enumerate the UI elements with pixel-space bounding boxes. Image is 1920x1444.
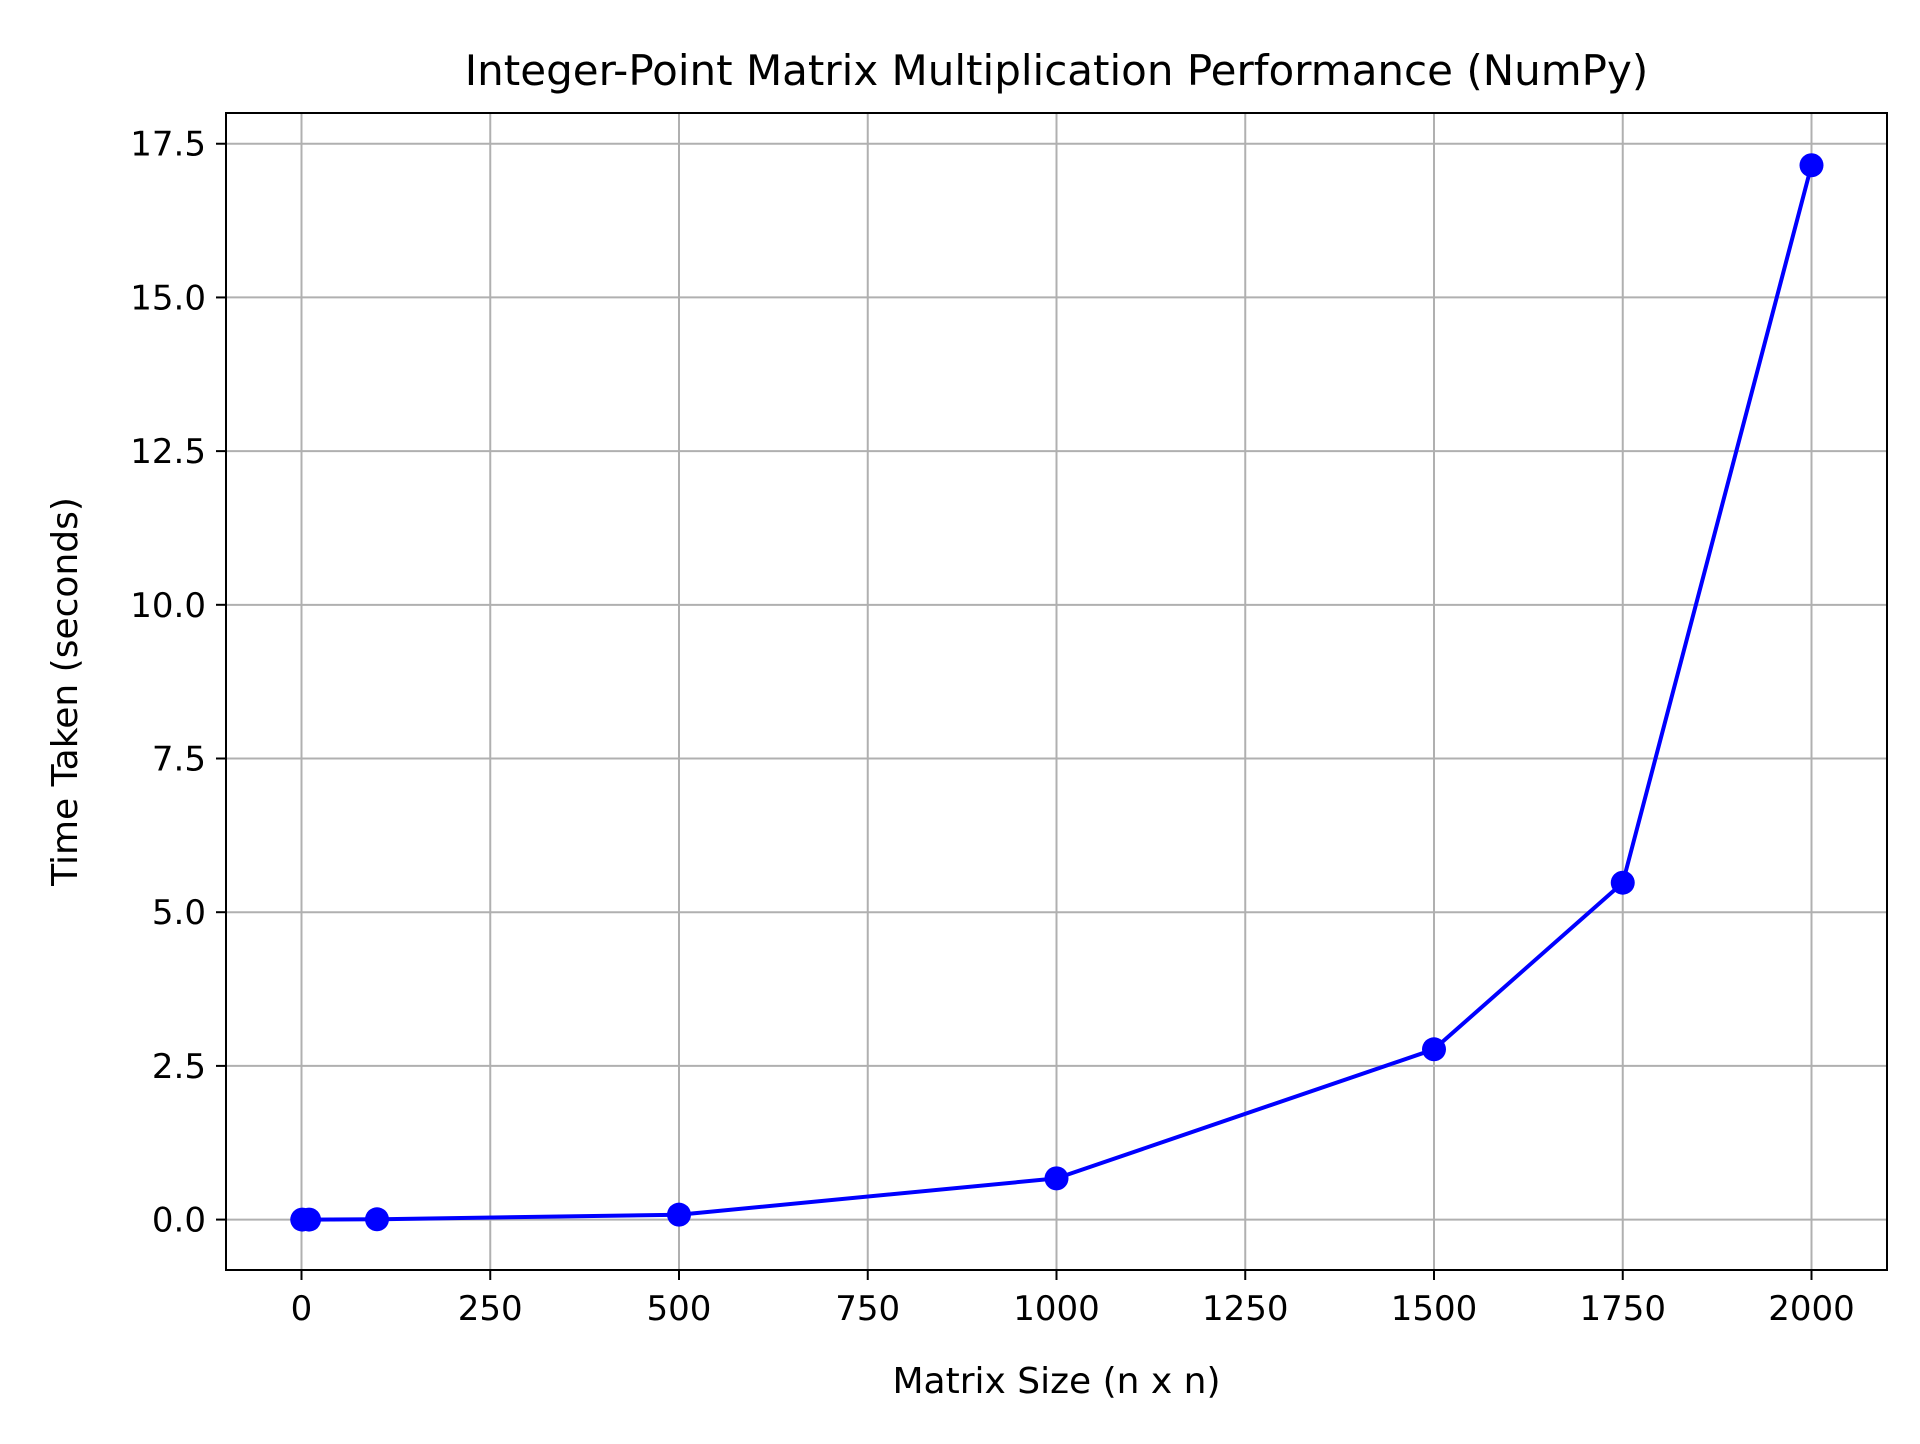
data-point [365,1207,389,1232]
y-tick-label: 17.5 [130,125,206,165]
data-point [1422,1037,1446,1062]
x-tick-label: 0 [291,1289,313,1329]
y-tick-label: 0.0 [152,1201,206,1241]
x-tick-label: 750 [835,1289,900,1329]
data-point [1610,870,1635,895]
y-tick-label: 10.0 [130,586,206,626]
y-tick-label: 7.5 [152,740,206,780]
y-tick-label: 15.0 [130,278,206,318]
data-point [1799,153,1824,178]
x-axis-label: Matrix Size (n x n) [892,1361,1220,1402]
x-tick-label: 1500 [1391,1289,1478,1329]
x-tick-label: 1000 [1013,1289,1100,1329]
series-layer [290,153,1824,1232]
x-tick-label: 500 [647,1289,712,1329]
data-point [667,1202,691,1227]
data-point [297,1207,322,1232]
x-tick-label: 1750 [1579,1289,1666,1329]
chart-title: Integer-Point Matrix Multiplication Perf… [465,46,1648,95]
y-tick-label: 2.5 [152,1047,206,1087]
y-tick-label: 12.5 [130,432,206,472]
x-tick-label: 250 [458,1289,523,1329]
grid-lines [226,113,1887,1270]
x-tick-label: 1250 [1202,1289,1289,1329]
y-axis-label: Time Taken (seconds) [45,497,86,887]
axis-ticks: 0 250 500 750 1000 1250 1500 1750 2000 0.0 2.5 5.0 7… [130,125,1854,1329]
data-point [1044,1166,1069,1191]
y-tick-label: 5.0 [152,893,206,933]
x-tick-label: 2000 [1768,1289,1855,1329]
